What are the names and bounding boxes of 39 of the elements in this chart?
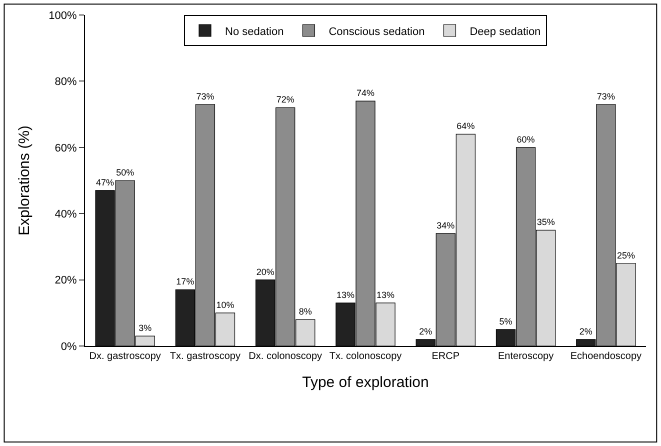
y-tick-label: 80%	[54, 76, 78, 88]
data-label: 60%	[516, 134, 535, 144]
data-label: 64%	[456, 121, 475, 132]
x-tick-label: Echoendoscopy	[570, 351, 642, 362]
y-tick-label: 0%	[60, 340, 78, 353]
data-label: 10%	[216, 300, 234, 310]
data-label: 13%	[376, 290, 395, 300]
x-tick-label: Dx. gastroscopy	[89, 351, 161, 362]
data-label: 20%	[256, 266, 274, 277]
data-label: 17%	[176, 276, 194, 287]
data-label: 72%	[276, 94, 294, 105]
data-label: 25%	[616, 250, 635, 260]
data-label: 5%	[499, 316, 512, 326]
y-tick-label: 20%	[54, 274, 78, 287]
data-label: 2%	[419, 326, 432, 336]
data-label: 73%	[196, 91, 214, 102]
legend-label: Deep sedation	[470, 26, 541, 38]
legend-label: No sedation	[225, 26, 284, 38]
x-tick-label: Tx. gastroscopy	[170, 351, 241, 362]
data-label: 13%	[336, 290, 354, 300]
x-axis-title: Type of exploration	[302, 374, 429, 391]
y-tick-label: 60%	[54, 142, 78, 154]
y-tick-label: 100%	[48, 10, 78, 22]
data-label: 35%	[536, 217, 555, 228]
data-label: 8%	[298, 306, 312, 317]
data-label: 50%	[116, 168, 134, 178]
data-label: 74%	[356, 88, 375, 98]
y-tick-label: 40%	[54, 208, 78, 220]
y-axis-title: Explorations (%)	[16, 125, 33, 236]
x-tick-label: Enteroscopy	[498, 351, 554, 362]
x-tick-label: Tx. colonoscopy	[329, 351, 402, 362]
data-label: 3%	[138, 323, 152, 334]
data-label: 47%	[96, 177, 114, 188]
data-label: 73%	[596, 91, 615, 102]
x-tick-label: ERCP	[432, 351, 460, 362]
data-label: 34%	[436, 220, 455, 230]
legend-label: Conscious sedation	[328, 26, 425, 38]
data-label: 2%	[579, 326, 592, 336]
x-tick-label: Dx. colonoscopy	[248, 351, 322, 362]
